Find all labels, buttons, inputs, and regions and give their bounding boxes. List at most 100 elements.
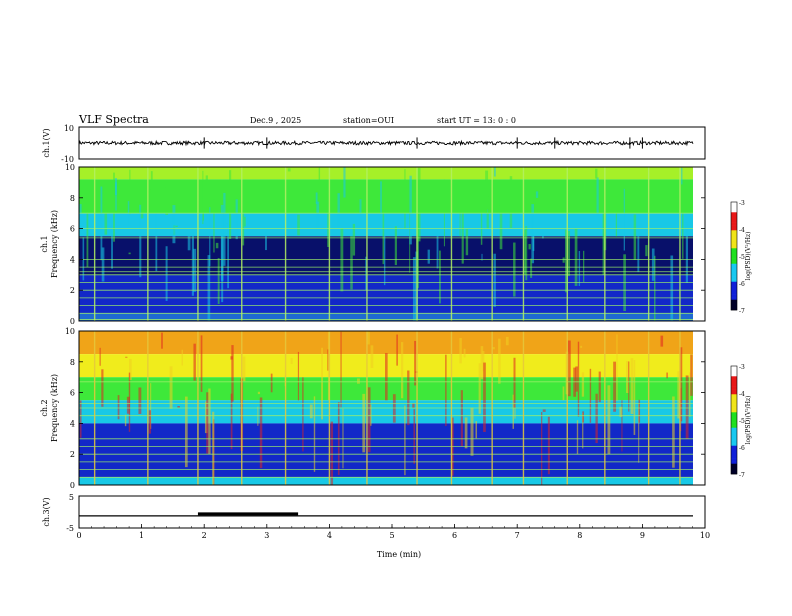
spec-ytick-label: 4: [70, 255, 75, 264]
spec-texture: [595, 169, 597, 179]
colorbar-cell: [731, 456, 737, 459]
spec-texture: [340, 332, 341, 407]
colorbar-cell: [731, 277, 737, 280]
spec-texture: [141, 203, 144, 219]
colorbar-cell: [731, 207, 737, 210]
spec-texture: [439, 251, 441, 304]
spec-texture: [660, 336, 663, 347]
colorbar-tick-label: -4: [739, 391, 745, 398]
spec-band: [79, 477, 693, 485]
x-tick-label: 7: [515, 531, 520, 540]
colorbar-cell: [731, 438, 737, 441]
spec-ytick-label: 10: [65, 163, 75, 172]
colorbar-cell: [731, 381, 737, 384]
spec-texture: [127, 397, 130, 414]
colorbar-cell: [731, 259, 737, 262]
colorbar-cell: [731, 300, 737, 303]
spec-texture: [206, 175, 208, 197]
colorbar-cell: [731, 261, 737, 264]
spec-texture: [500, 197, 503, 250]
spec-texture: [634, 214, 637, 260]
spec-texture: [607, 385, 610, 454]
spec-texture: [479, 363, 481, 413]
spec-texture: [528, 244, 530, 249]
spec-texture: [637, 234, 639, 272]
colorbar-cell: [731, 464, 737, 467]
ch1-waveform-marks: [79, 137, 693, 148]
spec-texture: [575, 229, 578, 286]
colorbar-cell: [731, 269, 737, 272]
colorbar-cell: [731, 266, 737, 269]
spec-texture: [357, 378, 360, 383]
spec-texture: [541, 412, 542, 485]
spec-ytick-label: 6: [70, 389, 75, 398]
ch1-ylabel: ch.1(V): [42, 128, 51, 157]
colorbar-cell: [731, 443, 737, 446]
spec-texture: [527, 215, 528, 219]
ch1-colorbar-label: log(PSD)(V²/Hz): [745, 232, 752, 281]
spec-texture: [111, 220, 113, 269]
spec-texture: [563, 386, 565, 400]
colorbar-cell: [731, 248, 737, 251]
spec-texture: [631, 358, 634, 414]
spec-texture: [459, 338, 461, 363]
spec-texture: [193, 344, 195, 381]
spec-texture: [83, 237, 85, 280]
start-ut-label: start UT = 13: 0 : 0: [437, 116, 516, 125]
colorbar-cell: [731, 251, 737, 254]
x-tick-label: 0: [76, 531, 81, 540]
ch2-colorbar: log(PSD)(V²/Hz) -3-4-5-6-7: [731, 364, 752, 479]
spec-texture: [161, 333, 163, 349]
spec-texture: [513, 243, 515, 297]
spec-band: [79, 179, 693, 213]
spec-texture: [185, 397, 188, 468]
spec-texture: [475, 421, 477, 438]
spec-ytick-label: 4: [70, 419, 75, 428]
colorbar-cell: [731, 389, 737, 392]
colorbar-cell: [731, 397, 737, 400]
colorbar-tick-label: -6: [739, 445, 745, 452]
colorbar-cell: [731, 366, 737, 369]
spec-texture: [543, 409, 546, 411]
spec-texture: [227, 223, 229, 288]
spec-texture: [542, 232, 544, 239]
colorbar-cell: [731, 238, 737, 241]
spec-texture: [481, 190, 482, 245]
colorbar-cell: [731, 274, 737, 277]
spec-texture: [218, 258, 220, 304]
colorbar-cell: [731, 305, 737, 308]
colorbar-cell: [731, 461, 737, 464]
spec-texture: [533, 216, 535, 251]
colorbar-cell: [731, 241, 737, 244]
spec-texture: [682, 191, 683, 259]
spec-texture: [104, 206, 107, 235]
colorbar-cell: [731, 428, 737, 431]
colorbar-cell: [731, 433, 737, 436]
x-tick-label: 1: [139, 531, 144, 540]
colorbar-cell: [731, 246, 737, 249]
colorbar-cell: [731, 215, 737, 218]
spec-texture: [216, 243, 219, 248]
spec-texture: [412, 403, 414, 408]
spec-texture: [360, 199, 362, 223]
spec-texture: [582, 372, 584, 396]
colorbar-tick-label: -3: [739, 200, 745, 207]
spec-texture: [331, 422, 333, 485]
colorbar-cell: [731, 289, 737, 292]
colorbar-cell: [731, 399, 737, 402]
colorbar-cell: [731, 202, 737, 205]
colorbar-cell: [731, 279, 737, 282]
spec-texture: [236, 199, 238, 239]
spec-band: [79, 331, 693, 354]
spec-texture: [258, 392, 260, 394]
spec-texture: [616, 334, 617, 400]
colorbar-cell: [731, 205, 737, 208]
colorbar-cell: [731, 228, 737, 231]
ch3-level-marks: [79, 514, 693, 516]
spec-texture: [371, 345, 374, 368]
colorbar-cell: [731, 394, 737, 397]
spec-texture: [525, 226, 527, 280]
colorbar-cell: [731, 441, 737, 444]
